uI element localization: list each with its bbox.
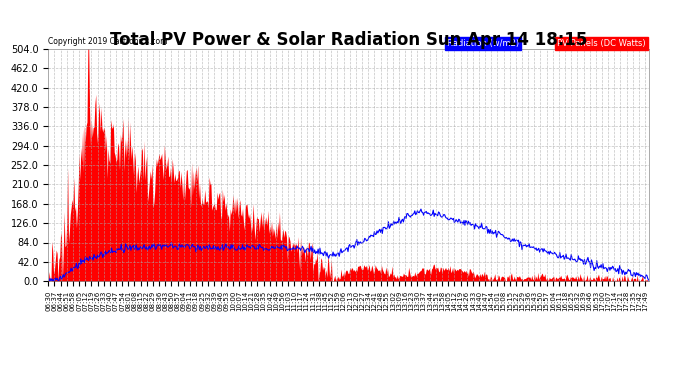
Text: Radiation (w/m2): Radiation (w/m2) — [447, 39, 520, 48]
Title: Total PV Power & Solar Radiation Sun Apr 14 18:15: Total PV Power & Solar Radiation Sun Apr… — [110, 31, 587, 49]
Text: PV Panels (DC Watts): PV Panels (DC Watts) — [558, 39, 646, 48]
Text: Copyright 2019 Cartronics.com: Copyright 2019 Cartronics.com — [48, 38, 168, 46]
